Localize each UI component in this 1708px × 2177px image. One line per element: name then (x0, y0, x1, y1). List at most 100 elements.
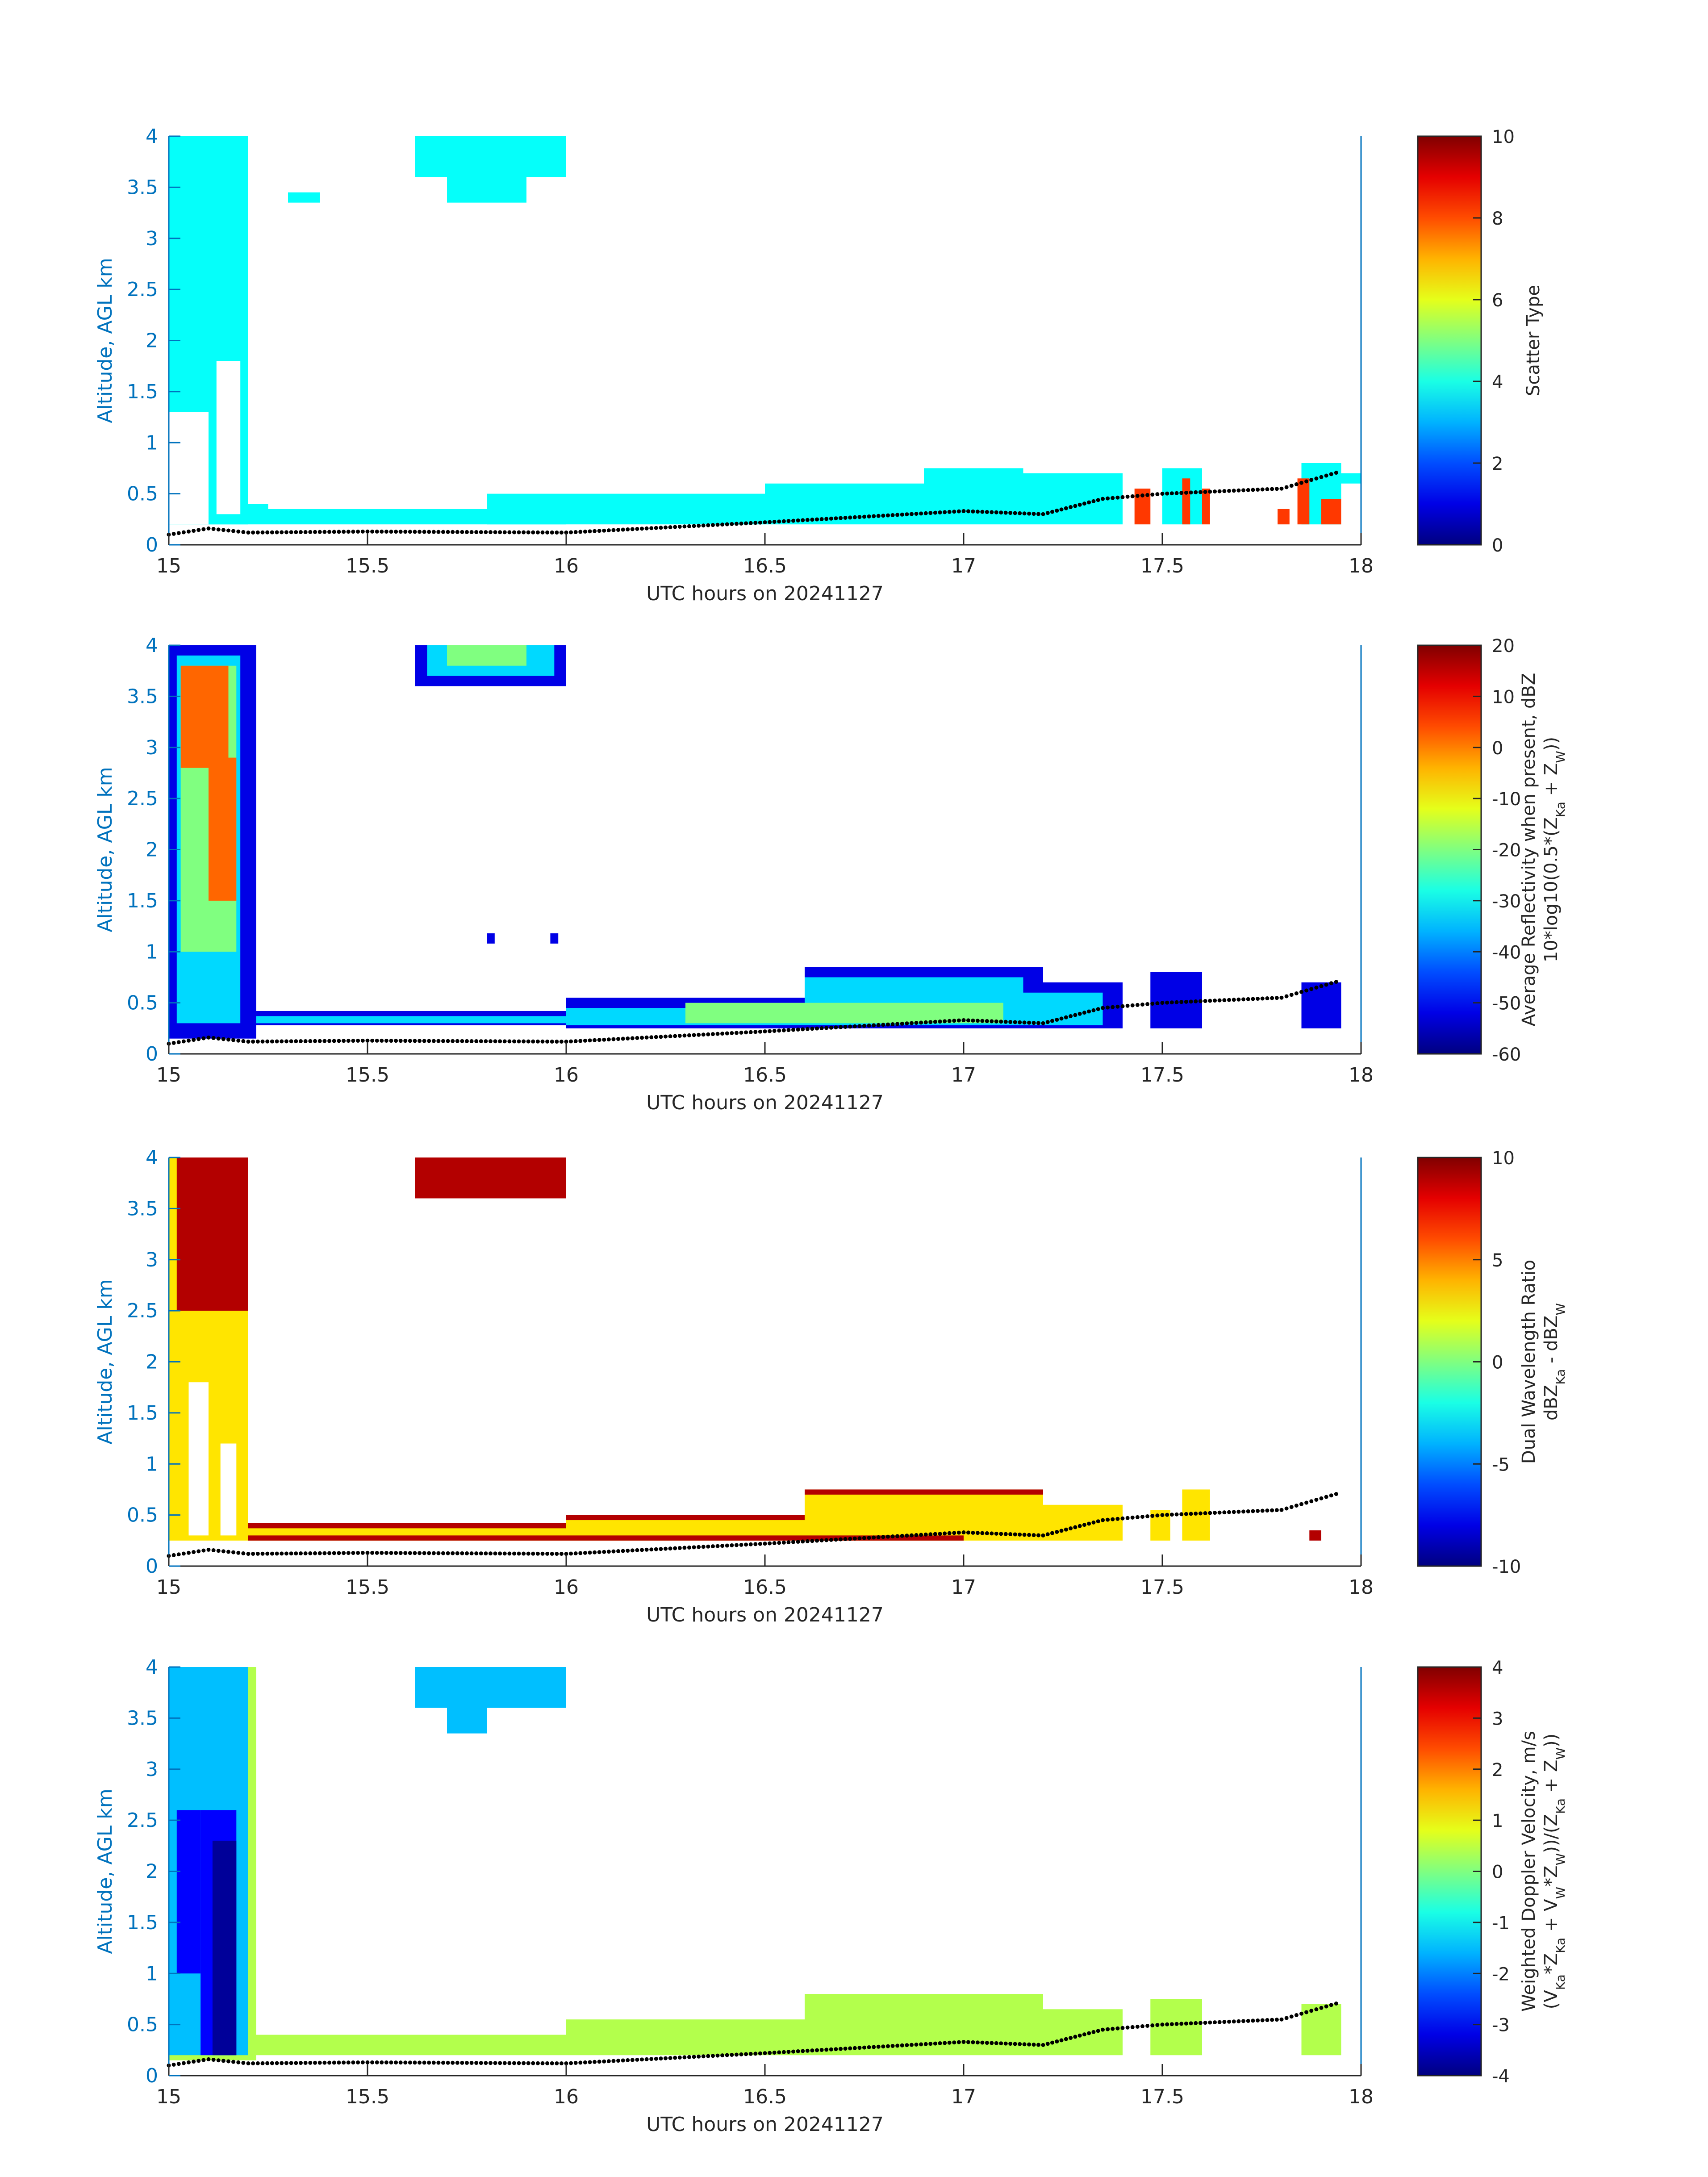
data-cell-main (606, 493, 765, 525)
surface-dot (1329, 472, 1333, 476)
y-tick-label: 3 (146, 227, 158, 250)
surface-dot (201, 527, 206, 531)
surface-dot (796, 2049, 800, 2053)
surface-dot (502, 1551, 507, 1556)
surface-dot (923, 511, 928, 515)
surface-dot (1260, 2018, 1265, 2022)
y-tick-label: 1.5 (127, 1402, 158, 1425)
surface-dot (583, 2060, 587, 2064)
x-tick-label: 16 (554, 1064, 579, 1086)
surface-dot (1165, 491, 1169, 496)
surface-dot (1155, 1001, 1160, 1006)
surface-dot (659, 1547, 663, 1551)
surface-dot (1265, 1508, 1270, 1513)
surface-dot (1203, 490, 1207, 494)
surface-dot (961, 1018, 966, 1023)
surface-dot (928, 511, 933, 515)
surface-dot (857, 515, 862, 519)
surface-dot (370, 1038, 375, 1043)
surface-dot (1314, 986, 1319, 990)
y-tick-label: 0 (146, 1555, 158, 1578)
surface-dot (706, 2054, 710, 2058)
surface-dot (1274, 996, 1279, 1000)
surface-dot (668, 2056, 672, 2060)
surface-dot (1087, 2031, 1091, 2035)
data-cell-main (924, 468, 1023, 525)
y-tick-label: 2.5 (127, 278, 158, 301)
surface-dot (1179, 1512, 1184, 1517)
colorbar-label-formula: dBZKa - dBZW (1541, 1303, 1568, 1421)
surface-dot (408, 1551, 412, 1555)
surface-dot (1304, 988, 1309, 993)
surface-dot (427, 1039, 431, 1043)
surface-dot (236, 1550, 241, 1555)
surface-dot (446, 1551, 450, 1555)
surface-dot (578, 1039, 583, 1043)
surface-dot (260, 1551, 265, 1556)
surface-dot (1008, 1020, 1013, 1024)
surface-dot (1091, 499, 1096, 503)
surface-dot (626, 527, 630, 531)
colorbar (1417, 135, 1482, 546)
surface-dot (1013, 2042, 1017, 2046)
surface-dot (1145, 2023, 1150, 2028)
surface-dot (1135, 2024, 1140, 2029)
surface-dot (1069, 505, 1073, 510)
surface-dot (966, 2040, 970, 2044)
surface-dot (176, 531, 181, 535)
surface-dot (872, 1535, 876, 1540)
colorbar-tick-label: 20 (1492, 636, 1515, 656)
surface-dot (644, 2057, 649, 2061)
surface-dot (465, 2060, 469, 2065)
surface-dot (1289, 993, 1294, 997)
surface-dot (701, 1032, 706, 1037)
surface-dot (346, 1039, 351, 1043)
data-cell-peak (180, 665, 229, 768)
surface-dot (819, 1538, 824, 1542)
y-tick-label: 0.5 (127, 992, 158, 1015)
colorbar-tick-label: 6 (1492, 290, 1503, 311)
surface-dot (801, 1027, 805, 1032)
surface-dot (550, 2061, 554, 2065)
surface-dot (682, 524, 687, 529)
surface-dot (1055, 508, 1059, 513)
surface-dot (322, 530, 327, 534)
surface-dot (1265, 2018, 1270, 2022)
surface-dot (206, 1035, 211, 1040)
surface-dot (668, 1546, 672, 1551)
surface-dot (1120, 1004, 1125, 1008)
surface-dot (1217, 2020, 1222, 2024)
surface-dot (687, 524, 691, 528)
surface-dot (294, 530, 298, 535)
surface-dot (697, 2054, 701, 2059)
surface-dot (469, 2060, 474, 2065)
surface-dot (441, 530, 446, 534)
surface-dot (848, 515, 852, 520)
surface-dot (1241, 488, 1246, 493)
surface-dot (216, 1549, 221, 1553)
surface-dot (418, 530, 422, 534)
y-tick-label: 2.5 (127, 1809, 158, 1832)
surface-dot (260, 530, 265, 535)
surface-dot (1212, 489, 1217, 494)
surface-dot (251, 1039, 255, 1044)
surface-dot (206, 526, 211, 531)
colorbar-tick-label: 0 (1492, 1353, 1503, 1373)
surface-dot (535, 530, 540, 535)
surface-dot (606, 2059, 611, 2064)
y-tick-label: 0.5 (127, 483, 158, 506)
surface-dot (781, 1540, 786, 1545)
surface-dot (370, 529, 375, 534)
surface-dot (1232, 489, 1236, 493)
surface-dot (176, 2062, 181, 2066)
surface-dot (284, 1551, 288, 1556)
surface-dot (985, 510, 989, 514)
surface-dot (739, 521, 743, 526)
surface-dot (441, 1039, 446, 1043)
surface-dot (885, 2044, 890, 2048)
surface-dot (474, 530, 479, 535)
surface-dot (677, 524, 682, 529)
surface-dot (1294, 991, 1299, 995)
surface-dot (1227, 489, 1232, 493)
surface-dot (265, 1551, 270, 1556)
